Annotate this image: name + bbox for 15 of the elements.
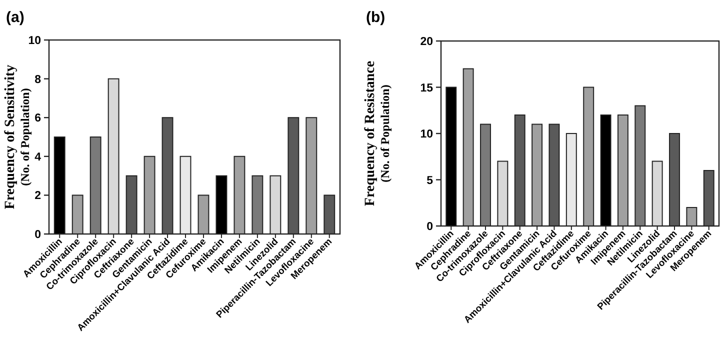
- y-tick-label: 0: [426, 221, 433, 234]
- y-axis-title: Frequency of Sensitivity (No. of Population): [3, 64, 32, 210]
- y-axis-title: Frequency of Resistance (No. of Population): [363, 60, 392, 206]
- y-tick-label: 4: [34, 151, 42, 164]
- y-tick-label: 15: [420, 82, 434, 94]
- y-tick-label: 20: [420, 36, 433, 48]
- y-tick-label: 6: [34, 112, 41, 125]
- y-tick-label: 2: [34, 190, 41, 202]
- y-tick-label: 8: [34, 74, 42, 86]
- y-tick-label: 5: [426, 174, 434, 187]
- y-tick-label: 10: [28, 35, 41, 48]
- chart-title: (a): [6, 9, 24, 26]
- chart-title: (b): [366, 9, 386, 26]
- y-tick-label: 0: [34, 229, 41, 242]
- y-tick-label: 10: [420, 128, 433, 141]
